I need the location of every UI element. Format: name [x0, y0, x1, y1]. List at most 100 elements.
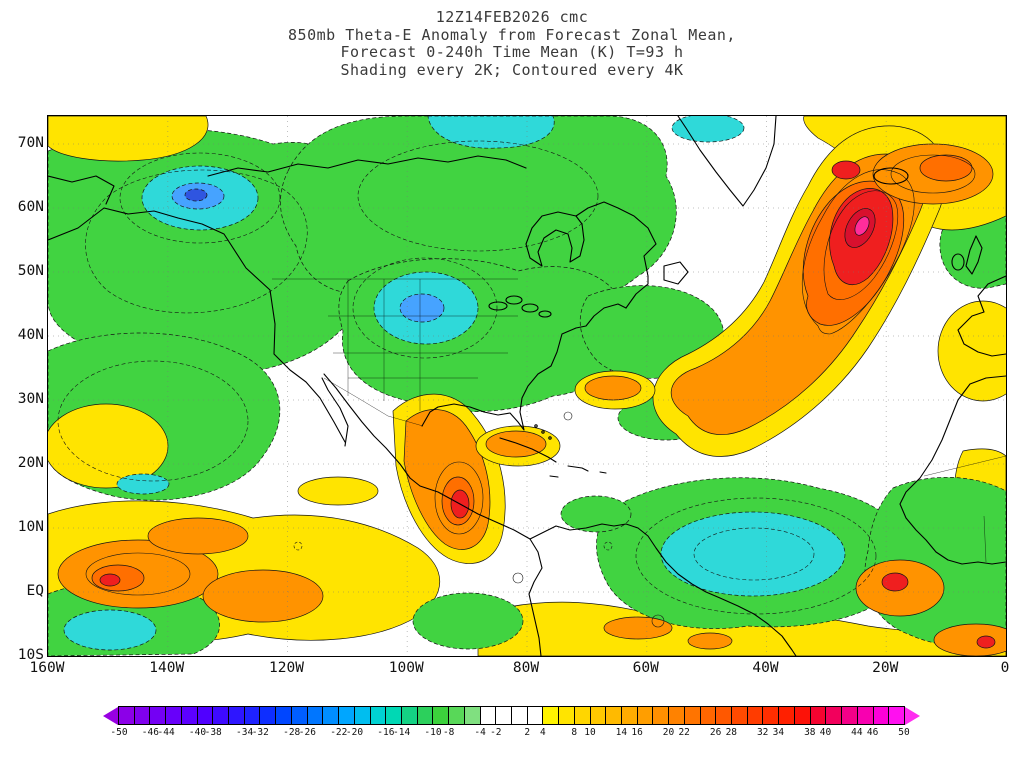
colorbar-cell [433, 707, 450, 724]
shading-region [427, 116, 555, 149]
colorbar-cell [480, 707, 497, 724]
colorbar-cell [150, 707, 167, 724]
colorbar-cell [417, 707, 434, 724]
colorbar-cell [842, 707, 858, 724]
lat-tick-label: 20N [17, 455, 44, 471]
shading-region [671, 116, 745, 143]
lat-tick-label: 50N [17, 263, 44, 279]
colorbar-tick-label: -40 [188, 727, 207, 738]
colorbar-tick-label: -8 [442, 727, 455, 738]
colorbar-cell [464, 707, 481, 724]
shading-region [603, 616, 673, 640]
colorbar-cell [684, 707, 701, 724]
lat-tick-label: 10S [17, 647, 44, 663]
lon-tick-label: 0 [1000, 660, 1010, 676]
colorbar-cell [559, 707, 575, 724]
shading-region [116, 473, 170, 495]
colorbar-cell [732, 707, 748, 724]
colorbar-tick-label: 34 [772, 727, 785, 738]
colorbar-tick-label: -10 [424, 727, 442, 738]
shading-region [485, 430, 547, 458]
colorbar-cell [449, 707, 465, 724]
colorbar-cell [794, 707, 811, 724]
colorbar-cell [166, 707, 182, 724]
colorbar-arrow-left [103, 706, 118, 725]
colorbar-cell [370, 707, 387, 724]
colorbar-cell [323, 707, 340, 724]
political-borders [272, 278, 1006, 563]
shading-region [937, 300, 1006, 402]
colorbar-tick-label: 4 [540, 727, 546, 738]
colorbar-tick-label: 20 [662, 727, 675, 738]
colorbar-cell [197, 707, 214, 724]
colorbar-cell [229, 707, 245, 724]
colorbar-tick-label: 2 [524, 727, 531, 738]
colorbar-cell [386, 707, 402, 724]
colorbar-cell [826, 707, 843, 724]
colorbar-tick-label: -22 [330, 727, 348, 738]
colorbar-cell [496, 707, 512, 724]
colorbar-tick-label: 16 [631, 727, 643, 738]
colorbar-cell [511, 707, 528, 724]
lat-tick-label: 70N [17, 135, 44, 151]
colorbar-cell [354, 707, 371, 724]
colorbar-labels: -50 -46 -44 -40 -38 -34 -32 -28 -26 -22 -20 -16 -14-… [103, 727, 923, 741]
colorbar-arrow-right [905, 706, 920, 725]
shading-region [584, 375, 642, 401]
colorbar-tick-label: 38 [804, 727, 816, 738]
colorbar-cells [118, 706, 905, 725]
lat-tick-label: 30N [17, 391, 44, 407]
negative-anomaly-core-tropical-atlantic [660, 511, 846, 597]
colorbar-cell [119, 707, 135, 724]
colorbar-cell [134, 707, 151, 724]
colorbar-tick-label: 46 [866, 727, 879, 738]
shading-region [399, 293, 445, 323]
colorbar-cell [606, 707, 622, 724]
shading-region [297, 476, 379, 506]
colorbar-tick-label: -28 [283, 727, 301, 738]
colorbar-tick-label: -50 [110, 727, 128, 738]
colorbar-cell [747, 707, 764, 724]
lon-tick-label: 80W [512, 660, 540, 676]
colorbar-cell [244, 707, 261, 724]
colorbar-tick-label: 32 [756, 727, 769, 738]
lon-tick-label: 20W [872, 660, 899, 676]
shading-region [831, 160, 861, 180]
colorbar-cell [543, 707, 560, 724]
colorbar-tick-label: 44 [851, 727, 863, 738]
map-canvas [48, 116, 1006, 656]
colorbar-cell [181, 707, 198, 724]
colorbar-cell [669, 707, 685, 724]
title-line-field: 850mb Theta-E Anomaly from Forecast Zona… [288, 25, 736, 44]
shading-region [687, 632, 733, 650]
colorbar-tick-label: -14 [393, 727, 411, 738]
colorbar [103, 706, 920, 725]
colorbar-tick-label: 26 [709, 727, 722, 738]
colorbar-tick-label: -38 [204, 727, 222, 738]
colorbar-cell [291, 707, 308, 724]
colorbar-tick-label: 28 [725, 727, 738, 738]
lon-tick-label: 40W [752, 660, 779, 676]
title-line-shading-info: Shading every 2K; Contoured every 4K [340, 60, 684, 79]
lon-tick-label: 140W [149, 660, 185, 676]
colorbar-cell [716, 707, 733, 724]
colorbar-tick-label: 10 [584, 727, 596, 738]
shading-region [99, 573, 121, 587]
lon-tick-label: 60W [632, 660, 659, 676]
colorbar-tick-label: 22 [678, 727, 690, 738]
shading-region [854, 216, 870, 236]
colorbar-tick-label: -46 [141, 727, 159, 738]
lat-tick-label: 40N [17, 327, 44, 343]
colorbar-tick-label: 14 [615, 727, 628, 738]
graticule [48, 116, 1006, 656]
colorbar-cell [213, 707, 230, 724]
colorbar-cell [574, 707, 591, 724]
lon-tick-label: 120W [269, 660, 304, 676]
colorbar-cell [260, 707, 277, 724]
colorbar-cell [401, 707, 418, 724]
colorbar-cell [763, 707, 780, 724]
colorbar-cell [527, 707, 544, 724]
colorbar-cell [637, 707, 654, 724]
shading-region [48, 403, 169, 489]
